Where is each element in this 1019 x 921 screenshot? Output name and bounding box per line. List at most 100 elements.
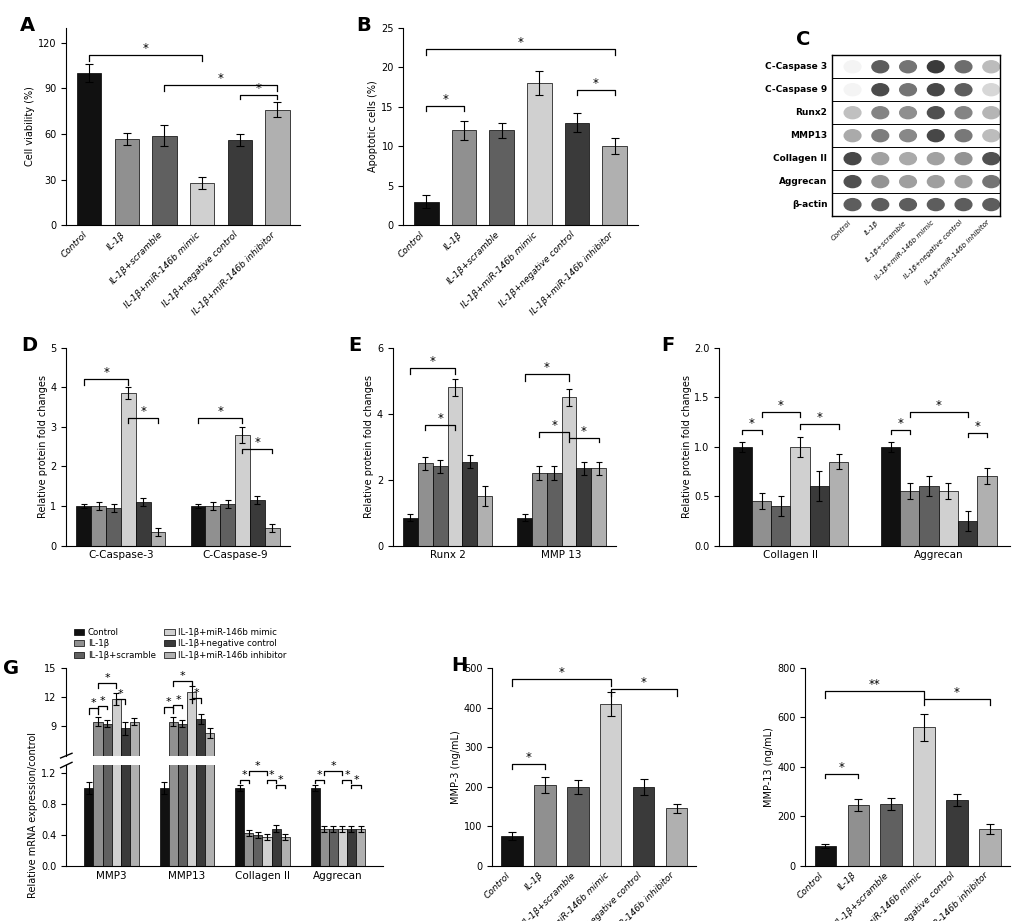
Text: C-Caspase 3: C-Caspase 3 (764, 63, 826, 71)
Bar (751, 501, 770, 545)
Bar (190, 182, 214, 226)
Bar (111, 699, 120, 814)
Bar (160, 804, 169, 814)
Bar (103, 146, 111, 866)
Bar (879, 804, 901, 866)
Bar (106, 508, 121, 545)
Bar (94, 130, 103, 866)
Bar (262, 810, 271, 814)
Bar (271, 810, 280, 814)
Text: *: * (317, 770, 322, 780)
Bar (847, 805, 868, 866)
Text: *: * (442, 93, 447, 106)
Bar (880, 447, 900, 545)
Text: A: A (19, 16, 35, 35)
Bar (111, 0, 120, 866)
Ellipse shape (871, 61, 888, 73)
Text: C: C (795, 29, 809, 49)
Text: *: * (254, 436, 260, 449)
Bar (220, 504, 234, 545)
Bar (900, 491, 918, 545)
Bar (120, 184, 129, 866)
Text: *: * (973, 420, 979, 433)
Bar (567, 787, 588, 866)
Bar (253, 834, 262, 866)
Text: B: B (357, 16, 371, 35)
Bar (253, 810, 262, 814)
Text: *: * (543, 361, 549, 374)
Text: *: * (777, 399, 783, 412)
Bar (790, 447, 809, 545)
Text: *: * (100, 696, 105, 706)
Bar (576, 468, 591, 545)
Bar (235, 804, 245, 814)
Ellipse shape (954, 153, 971, 165)
Text: IL-1β: IL-1β (863, 219, 879, 236)
Bar (186, 693, 196, 814)
Ellipse shape (871, 153, 888, 165)
Bar (418, 463, 432, 545)
Bar (114, 139, 139, 226)
Ellipse shape (871, 84, 888, 96)
Text: Runx2: Runx2 (795, 108, 826, 117)
Ellipse shape (844, 153, 860, 165)
Ellipse shape (982, 107, 999, 119)
Bar (770, 506, 790, 545)
Text: *: * (141, 405, 146, 418)
Text: *: * (557, 666, 564, 679)
Ellipse shape (844, 130, 860, 142)
Bar (151, 531, 165, 545)
Bar (531, 473, 546, 545)
Y-axis label: MMP-3 (ng/mL): MMP-3 (ng/mL) (450, 730, 461, 804)
Bar (957, 520, 976, 545)
Bar (546, 473, 561, 545)
Y-axis label: Apoptotic cells (%): Apoptotic cells (%) (368, 81, 378, 172)
Ellipse shape (954, 84, 971, 96)
Text: *: * (118, 689, 123, 699)
Bar (271, 829, 280, 866)
Ellipse shape (899, 61, 915, 73)
Text: *: * (429, 355, 435, 367)
Bar (129, 130, 139, 866)
Ellipse shape (844, 61, 860, 73)
Text: *: * (838, 761, 844, 774)
Ellipse shape (982, 61, 999, 73)
Bar (177, 724, 186, 814)
Ellipse shape (982, 84, 999, 96)
Text: Control: Control (829, 219, 852, 241)
Bar (814, 846, 836, 866)
Text: *: * (934, 399, 941, 412)
Text: *: * (91, 698, 96, 708)
Ellipse shape (954, 176, 971, 188)
Text: *: * (550, 419, 556, 432)
Bar (489, 131, 514, 226)
Bar (280, 837, 289, 866)
Bar (85, 788, 94, 866)
Ellipse shape (982, 199, 999, 211)
Text: Collagen II: Collagen II (772, 154, 826, 163)
Bar (451, 131, 476, 226)
Bar (602, 146, 627, 226)
Ellipse shape (954, 130, 971, 142)
Ellipse shape (844, 176, 860, 188)
Bar (250, 500, 264, 545)
Text: *: * (581, 425, 586, 437)
Text: *: * (268, 770, 274, 780)
Bar (732, 447, 751, 545)
Bar (205, 506, 220, 545)
Bar (447, 388, 462, 545)
Bar (205, 223, 214, 866)
Bar (346, 810, 356, 814)
Text: *: * (330, 762, 336, 771)
Bar (227, 140, 252, 226)
Ellipse shape (926, 153, 944, 165)
Text: *: * (175, 695, 180, 705)
Y-axis label: MMP-13 (ng/mL): MMP-13 (ng/mL) (763, 727, 773, 807)
Bar (403, 518, 418, 545)
Text: G: G (3, 659, 19, 679)
Ellipse shape (899, 130, 915, 142)
Bar (534, 785, 555, 866)
Ellipse shape (926, 199, 944, 211)
Bar (976, 476, 996, 545)
Ellipse shape (899, 84, 915, 96)
